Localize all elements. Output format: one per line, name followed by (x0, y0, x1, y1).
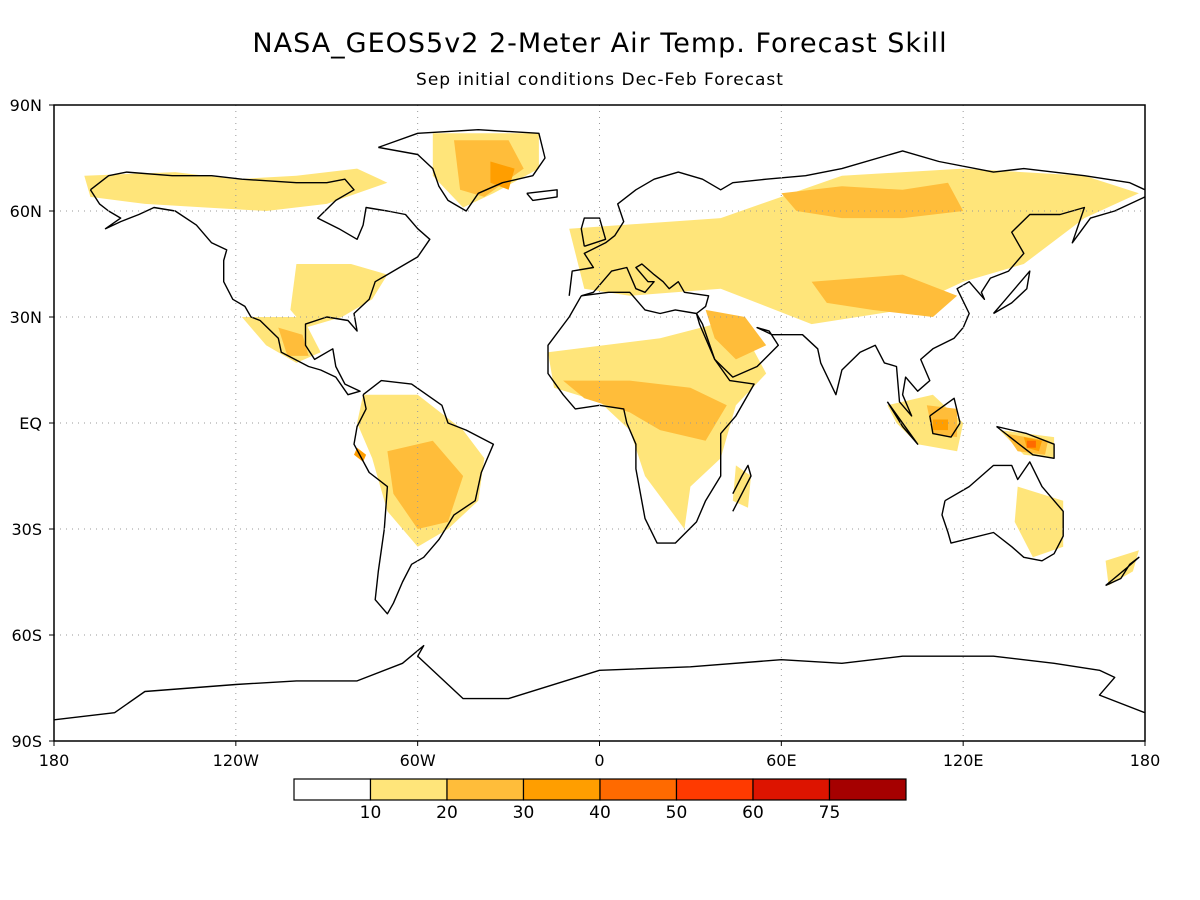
lon-tick-label: 180 (1130, 751, 1161, 770)
lon-tick-label: 180 (39, 751, 70, 770)
coastline (929, 397, 961, 438)
colorbar-swatch (675, 778, 754, 801)
skill-region (490, 161, 515, 190)
colorbar-legend: 10 20 30 40 50 60 75 (293, 778, 907, 823)
skill-region (1105, 550, 1139, 586)
coastline (353, 379, 495, 615)
lon-tick-label: 0 (594, 751, 604, 770)
lon-tick-label: 120E (943, 751, 984, 770)
map-title: NASA_GEOS5v2 2-Meter Air Temp. Forecast … (252, 28, 948, 59)
skill-shading-layer (84, 133, 1139, 586)
latitude-axis: 90N 60N 30N EQ 30S 60S 90S (10, 96, 54, 751)
colorbar-label: 20 (436, 803, 458, 823)
lon-tick-label: 120W (213, 751, 260, 770)
skill-region (290, 264, 388, 328)
skill-region (1026, 440, 1036, 448)
colorbar-swatch (599, 778, 678, 801)
gridline-layer (54, 105, 1145, 741)
skill-region (387, 440, 464, 529)
coastline (526, 189, 558, 202)
coastline (992, 270, 1031, 315)
colorbar-swatch (752, 778, 831, 801)
coastline (581, 196, 1145, 417)
skill-region (811, 274, 958, 317)
colorbar-label: 30 (513, 803, 535, 823)
coastline (996, 425, 1055, 459)
coastline (54, 644, 1145, 721)
colorbar-label: 60 (742, 803, 764, 823)
lat-tick-label: 30N (10, 308, 42, 327)
coastline (378, 128, 546, 212)
skill-region (454, 140, 524, 197)
colorbar-swatch (522, 778, 601, 801)
coastline (568, 150, 1145, 296)
skill-region (932, 419, 948, 431)
skill-region (278, 327, 309, 356)
colorbar-swatch (828, 778, 907, 801)
skill-region (781, 182, 964, 219)
lon-tick-label: 60E (766, 751, 796, 770)
coastline (732, 464, 752, 512)
longitude-axis: 180 120W 60W 0 60E 120E 180 (39, 741, 1161, 770)
map-subtitle: Sep initial conditions Dec-Feb Forecast (416, 70, 784, 90)
coastline (886, 401, 919, 445)
coastline (547, 291, 755, 544)
coastline-layer (54, 128, 1145, 721)
lat-tick-label: EQ (19, 414, 42, 433)
skill-region (732, 465, 751, 508)
skill-region (705, 309, 767, 360)
lat-tick-label: 30S (11, 520, 42, 539)
colorbar-swatch (446, 778, 525, 801)
lat-tick-label: 60S (11, 626, 42, 645)
lat-tick-label: 60N (10, 202, 42, 221)
coastline (580, 217, 607, 247)
skill-region (563, 380, 727, 441)
skill-region (569, 168, 1139, 325)
coastline (941, 461, 1064, 562)
colorbar-label: 75 (819, 803, 841, 823)
lon-tick-label: 60W (400, 751, 436, 770)
colorbar-swatch (369, 778, 448, 801)
colorbar-label: 10 (360, 803, 382, 823)
colorbar-label: 50 (666, 803, 688, 823)
coastline (89, 171, 431, 396)
coastline (1105, 556, 1140, 587)
lat-tick-label: 90S (11, 732, 42, 751)
colorbar-label: 40 (589, 803, 611, 823)
lat-tick-label: 90N (10, 96, 42, 115)
colorbar-swatch (293, 778, 372, 801)
skill-region (1014, 486, 1064, 558)
